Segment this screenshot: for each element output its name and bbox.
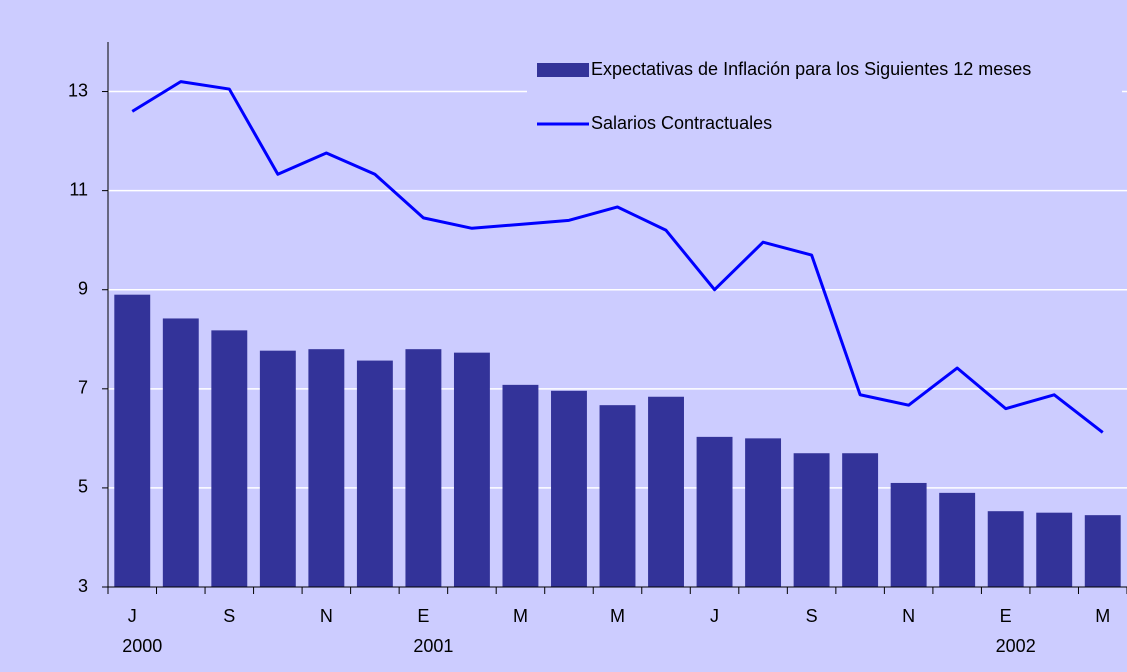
y-tick-label: 9 <box>78 278 88 298</box>
x-tick-label: M <box>1095 606 1110 626</box>
legend-box <box>527 47 1122 152</box>
bar <box>211 330 248 587</box>
y-tick-label: 7 <box>78 378 88 398</box>
legend: Expectativas de Inflación para los Sigui… <box>527 47 1122 152</box>
bar <box>162 318 199 587</box>
y-tick-label: 13 <box>68 80 88 100</box>
bar <box>1036 512 1073 587</box>
bar <box>793 453 830 587</box>
bar <box>987 511 1024 587</box>
bar <box>599 405 636 587</box>
x-tick-label: N <box>320 606 333 626</box>
x-tick-label: M <box>513 606 528 626</box>
year-label: 2000 <box>122 636 162 656</box>
x-tick-label: E <box>417 606 429 626</box>
bar <box>114 294 151 587</box>
y-tick-label: 3 <box>78 576 88 596</box>
legend-swatch <box>537 63 589 77</box>
bar <box>308 349 345 587</box>
year-label: 2001 <box>413 636 453 656</box>
bar <box>696 436 733 587</box>
bar <box>453 352 490 587</box>
bar <box>842 453 879 587</box>
legend-label: Expectativas de Inflación para los Sigui… <box>591 59 1031 79</box>
legend-label: Salarios Contractuales <box>591 113 772 133</box>
line <box>131 80 1104 434</box>
bar <box>502 384 539 587</box>
x-tick-label: J <box>128 606 137 626</box>
x-tick-label: E <box>1000 606 1012 626</box>
bar <box>890 482 927 587</box>
bar <box>259 350 296 587</box>
x-tick-label: J <box>710 606 719 626</box>
x-tick-label: M <box>610 606 625 626</box>
bar <box>551 390 587 587</box>
bar <box>939 492 976 587</box>
bar <box>1084 515 1121 587</box>
y-tick-label: 5 <box>78 477 88 497</box>
bar <box>405 349 442 587</box>
x-tick-label: S <box>223 606 235 626</box>
y-tick-label: 11 <box>69 179 88 199</box>
year-label: 2002 <box>996 636 1036 656</box>
x-tick-label: S <box>806 606 818 626</box>
bar <box>745 438 782 587</box>
bar <box>648 396 684 587</box>
bar <box>356 360 393 587</box>
x-tick-label: N <box>902 606 915 626</box>
